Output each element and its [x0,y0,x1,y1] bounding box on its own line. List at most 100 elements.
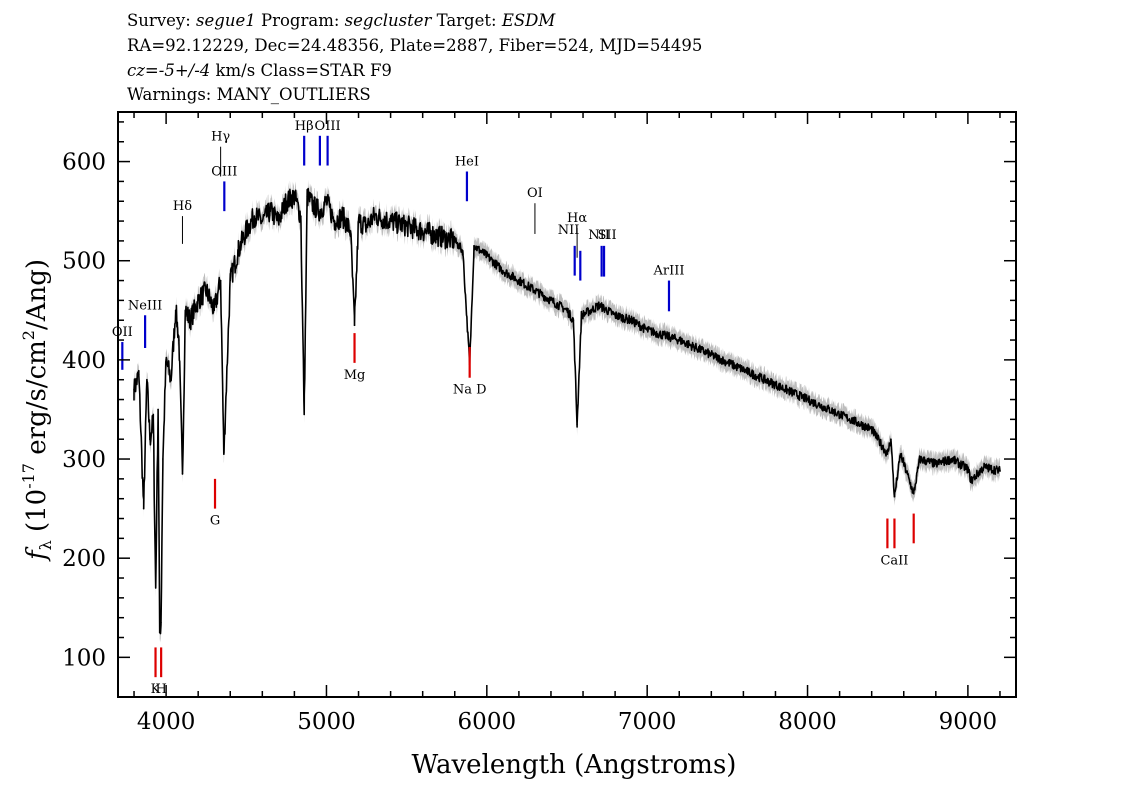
spectrum-point [170,378,172,381]
spectrum-point [306,195,309,198]
spectrum-point [229,279,232,282]
spectrum-point [223,453,225,455]
x-axis-title: Wavelength (Angstroms) [412,750,737,780]
line-label: Hγ [211,130,230,145]
spectrum-point [303,413,305,416]
x-tick-label: 9000 [939,709,998,735]
y-tick-label: 400 [62,348,106,374]
line-label: OIII [211,164,237,179]
spectrum-point [486,254,488,257]
spectrum-point [154,587,157,589]
spectrum-point [333,220,336,222]
line-label: NII [588,228,610,243]
x-tick-label: 7000 [618,709,677,735]
spectrum-point [899,453,902,455]
spectrum-point [970,480,972,482]
line-label: NII [558,223,580,238]
line-label: OI [527,186,543,201]
line-label: OII [112,325,133,340]
spectrum-point [502,269,504,272]
spectrum-point [576,423,578,426]
y-tick-label: 600 [62,150,106,176]
spectrum-point [184,309,187,312]
line-label: G [210,514,220,529]
spectrum-point [293,195,296,198]
spectrum-point [886,453,889,455]
spectrum-point [341,215,344,217]
spectrum-point [325,200,328,203]
spectrum-point [197,299,199,302]
spectrum-point [181,473,184,475]
cz-class: km/s Class=STAR F9 [210,61,392,80]
header-line-3: cz=-5+/-4 km/s Class=STAR F9 [127,60,392,82]
program-value: segcluster [344,11,432,30]
header-line-4: Warnings: MANY_OUTLIERS [127,85,371,104]
spectrum-point [319,210,321,212]
line-label: OIII [315,119,341,134]
spectrum-point [893,495,896,498]
spectrum-line [133,187,1001,635]
cz-value: cz=-5+/-4 [127,61,211,80]
spectrum-point [138,373,140,376]
y-axis-title: fλ (10-17 erg/s/cm2/Ang) [19,259,55,562]
x-tick-label: 5000 [297,709,356,735]
spectrum-point [157,408,159,411]
spectrum-point [219,279,222,282]
line-label: SII [597,228,616,243]
spectrum-point [566,309,568,312]
spectrum-point [178,339,180,341]
header-line-1: Survey: segue1 Program: segcluster Targe… [127,10,555,32]
spectrum-point [245,230,248,232]
spectrum-point [806,398,809,401]
spectrum-point [300,215,302,217]
line-label: HeI [455,154,479,169]
spectrum-point [870,428,873,431]
spectrum-point [389,220,392,222]
y-tick-label: 300 [62,447,106,473]
spectrum-point [742,368,745,371]
spectrum-point [357,220,360,222]
spectrum-point [710,354,713,356]
spectrum-point [405,225,408,227]
spectrum-point [437,235,440,237]
spectrum-point [353,324,356,326]
survey-label: Survey: [127,11,191,30]
line-label: K [151,682,161,697]
spectrum-point [550,299,552,302]
spectrum-layer [133,187,1001,635]
spectrum-point [277,220,280,222]
spectrum-point [999,470,1001,472]
line-label: H [155,682,166,697]
y-tick-label: 100 [62,645,106,671]
spectrum-point [162,458,164,460]
spectrum-point [912,492,915,495]
spectrum-point [189,319,191,322]
spectrum-point [152,418,155,421]
spectrum-point [534,289,536,292]
spectrum-point [213,309,216,312]
spectrum-point [572,319,575,322]
x-tick-label: 8000 [778,709,837,735]
spectrum-point [678,339,681,341]
spectrum-point [967,468,969,470]
spectrum-point [983,466,985,468]
line-label: Hα [567,211,587,226]
spectrum-point [473,245,475,247]
axis-layer: 4000 5000 6000 7000 8000 9000 100 200 300 400 500 6… [19,111,1017,780]
spectrum-point [253,215,256,217]
spectrum-point [935,463,937,465]
spectrum-point [237,250,240,252]
spectrum-point [630,319,632,322]
spectrum-point [269,210,272,212]
line-label: CaII [880,553,908,568]
spectrum-point [518,279,520,282]
spectrum-point [421,230,424,232]
x-tick-label: 4000 [137,709,196,735]
line-label: Mg [344,368,366,383]
spectrum-point [142,507,145,510]
error-band [134,179,1000,643]
error-band-layer [134,179,1000,643]
spectrum-point [951,458,953,460]
spectrum-point [149,438,151,441]
